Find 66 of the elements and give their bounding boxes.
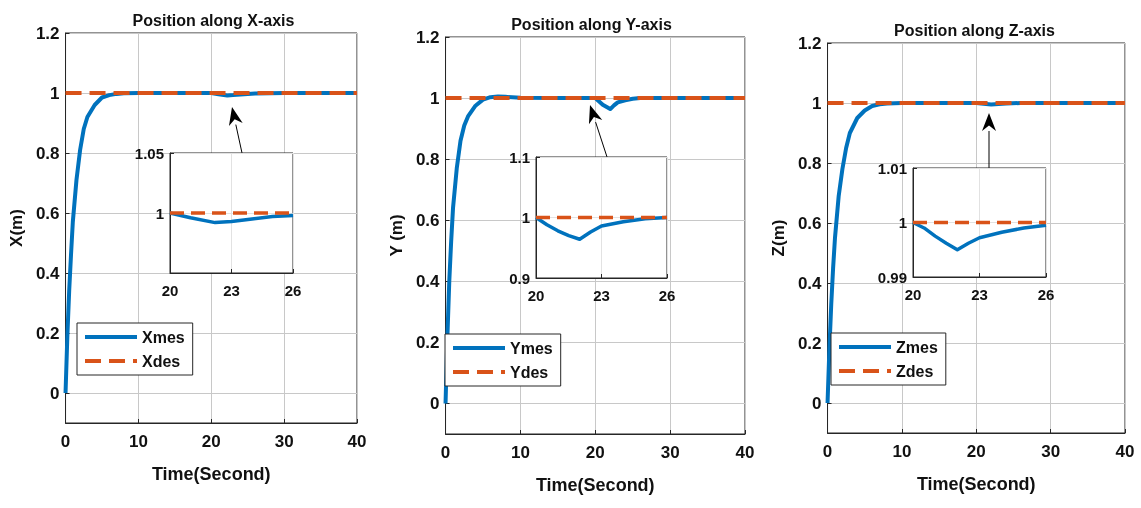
x-tick-label: 26 — [284, 282, 302, 299]
y-tick-label: 0.9 — [509, 269, 530, 287]
y-tick-label: 1 — [50, 83, 60, 103]
x-tick-label: 10 — [128, 432, 148, 451]
chart-title: Position along Y-axis — [511, 15, 672, 33]
y-axis-title: Z(m) — [769, 219, 788, 257]
x-tick-label: 20 — [966, 442, 986, 461]
legend-label: Zdes — [896, 362, 934, 380]
y-tick-label: 0 — [812, 393, 822, 413]
y-tick-label: 0.4 — [415, 271, 441, 291]
x-tick-label: 30 — [274, 432, 294, 451]
x-tick-label: 23 — [593, 287, 610, 304]
x-axis-title: Time(Second) — [916, 474, 1036, 494]
chart-title: Position along X-axis — [132, 11, 295, 29]
x-tick-label: 40 — [735, 443, 755, 462]
x-tick-label: 23 — [223, 282, 240, 299]
y-tick-label: 0.2 — [415, 332, 440, 352]
y-tick-label: 0.6 — [35, 203, 60, 223]
x-tick-label: 30 — [1041, 442, 1061, 461]
y-tick-label: 1.05 — [134, 144, 164, 162]
y-tick-label: 1 — [812, 93, 822, 113]
x-tick-label: 26 — [658, 287, 676, 304]
y-tick-label: 0.8 — [797, 153, 822, 173]
x-tick-label: 30 — [660, 443, 680, 462]
legend-label: Xmes — [142, 328, 185, 346]
y-tick-label: 0.4 — [35, 263, 61, 283]
legend-label: Ydes — [510, 363, 549, 381]
x-tick-label: 20 — [527, 287, 545, 304]
legend-label: Zmes — [896, 338, 938, 356]
y-tick-label: 1.1 — [509, 148, 530, 166]
y-tick-label: 1 — [155, 204, 164, 222]
x-tick-label: 20 — [904, 286, 922, 303]
y-tick-label: 0.4 — [797, 273, 823, 293]
x-axis-title: Time(Second) — [535, 475, 655, 495]
y-tick-label: 0.2 — [797, 333, 822, 353]
x-tick-label: 40 — [1115, 442, 1135, 461]
y-tick-label: 1.2 — [797, 33, 822, 53]
x-tick-label: 10 — [510, 443, 530, 462]
x-tick-label: 20 — [585, 443, 605, 462]
line-series — [911, 220, 1048, 252]
y-tick-label: 0.6 — [415, 210, 440, 230]
y-tick-label: 1 — [430, 88, 440, 108]
y-tick-label: 1.01 — [877, 159, 907, 177]
y-tick-label: 1.2 — [35, 23, 60, 43]
y-tick-label: 0 — [430, 393, 440, 413]
x-axis-title: Time(Second) — [151, 464, 271, 484]
x-tick-label: 26 — [1037, 286, 1055, 303]
x-tick-label: 20 — [201, 432, 221, 451]
y-tick-label: 1 — [898, 214, 907, 231]
x-tick-label: 40 — [347, 432, 367, 451]
y-tick-label: 0.8 — [35, 143, 60, 163]
y-axis-title: Y (m) — [387, 214, 406, 257]
legend-label: Xdes — [142, 352, 181, 370]
x-tick-label: 10 — [892, 442, 912, 461]
y-tick-label: 0.99 — [877, 268, 907, 286]
y-tick-label: 0 — [50, 383, 60, 403]
y-tick-label: 0.2 — [35, 323, 60, 343]
y-tick-label: 0.6 — [797, 213, 822, 233]
chart-title: Position along Z-axis — [894, 21, 1056, 39]
x-tick-label: 23 — [971, 286, 988, 303]
legend-label: Ymes — [510, 339, 553, 357]
y-tick-label: 1.2 — [415, 27, 440, 47]
y-tick-label: 1 — [521, 209, 530, 226]
y-axis-title: X(m) — [7, 209, 26, 247]
x-tick-label: 20 — [161, 282, 179, 299]
y-tick-label: 0.8 — [415, 149, 440, 169]
